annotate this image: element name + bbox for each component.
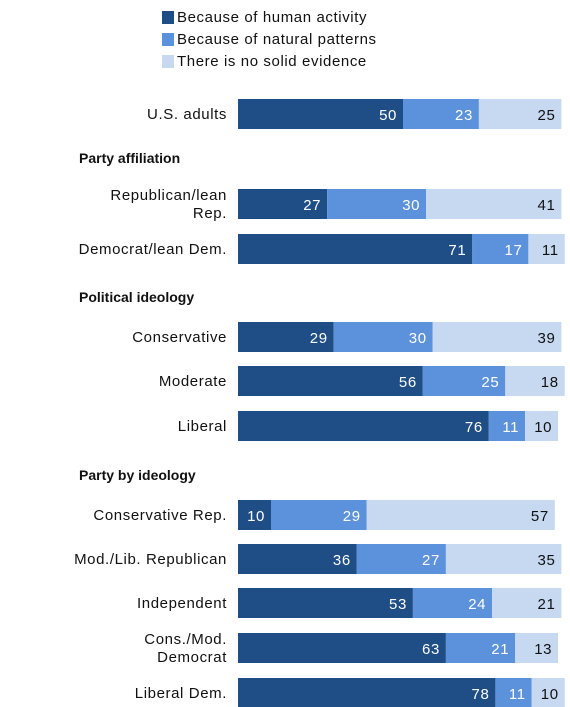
category-label: Rep. bbox=[193, 205, 227, 222]
legend-swatch bbox=[162, 54, 174, 68]
category-label: Democrat bbox=[157, 649, 227, 666]
data-label: 29 bbox=[310, 330, 328, 347]
bar-segment bbox=[333, 322, 433, 352]
bar-segment bbox=[525, 411, 559, 441]
category-label: Cons./Mod. bbox=[144, 631, 227, 648]
bar-segment bbox=[366, 500, 555, 530]
data-label: 27 bbox=[422, 552, 440, 569]
bar-segment bbox=[238, 678, 496, 707]
section-heading: Political ideology bbox=[79, 289, 194, 305]
data-label: 18 bbox=[541, 374, 559, 391]
bar-segment bbox=[515, 633, 559, 663]
data-label: 29 bbox=[343, 508, 361, 525]
data-label: 27 bbox=[303, 197, 321, 214]
legend-item: Because of human activity bbox=[162, 6, 377, 28]
legend-item: Because of natural patterns bbox=[162, 28, 377, 50]
data-label: 11 bbox=[502, 419, 519, 436]
category-label: Republican/lean bbox=[110, 187, 227, 204]
data-label: 63 bbox=[422, 641, 440, 658]
bar-segment bbox=[472, 234, 529, 264]
bar-segment bbox=[505, 366, 565, 396]
category-label: U.S. adults bbox=[147, 106, 227, 123]
data-label: 39 bbox=[538, 330, 556, 347]
data-label: 56 bbox=[399, 374, 417, 391]
bar-segment bbox=[528, 234, 565, 264]
bar-segment bbox=[356, 544, 446, 574]
bar-segment bbox=[495, 678, 532, 707]
bar-segment bbox=[492, 588, 562, 618]
data-label: 53 bbox=[389, 596, 407, 613]
data-label: 25 bbox=[538, 107, 556, 124]
legend-label: Because of human activity bbox=[177, 8, 368, 26]
data-label: 35 bbox=[538, 552, 556, 569]
bar-segment bbox=[238, 234, 473, 264]
bar-segment bbox=[426, 189, 562, 219]
data-label: 23 bbox=[455, 107, 473, 124]
bar-segment bbox=[238, 366, 423, 396]
category-label: Independent bbox=[137, 595, 227, 612]
data-label: 17 bbox=[505, 242, 523, 259]
data-label: 10 bbox=[534, 419, 552, 436]
legend-swatch bbox=[162, 32, 174, 46]
bar-segment bbox=[238, 322, 334, 352]
data-label: 21 bbox=[491, 641, 509, 658]
data-label: 24 bbox=[468, 596, 486, 613]
bar-segment bbox=[422, 366, 506, 396]
bar-segment bbox=[445, 544, 562, 574]
category-label: Moderate bbox=[159, 373, 227, 390]
data-label: 13 bbox=[534, 641, 552, 658]
section-heading: Party by ideology bbox=[79, 467, 196, 483]
legend: Because of human activity Because of nat… bbox=[162, 6, 377, 72]
bar-segment bbox=[327, 189, 427, 219]
bar-segment bbox=[478, 99, 562, 129]
data-label: 30 bbox=[409, 330, 427, 347]
bar-segment bbox=[412, 588, 493, 618]
data-label: 76 bbox=[465, 419, 483, 436]
category-label: Mod./Lib. Republican bbox=[74, 551, 227, 568]
bar-segment bbox=[238, 588, 413, 618]
data-label: 78 bbox=[472, 686, 490, 703]
data-label: 36 bbox=[333, 552, 351, 569]
category-label: Liberal Dem. bbox=[135, 685, 227, 702]
bar-segment bbox=[238, 99, 403, 129]
data-label: 10 bbox=[541, 686, 559, 703]
legend-label: Because of natural patterns bbox=[177, 30, 377, 48]
bar-segment bbox=[238, 411, 489, 441]
data-label: 41 bbox=[538, 197, 556, 214]
bar-segment bbox=[238, 189, 328, 219]
data-label: 50 bbox=[379, 107, 397, 124]
bar-segment bbox=[432, 322, 562, 352]
section-heading: Party affiliation bbox=[79, 150, 180, 166]
category-label: Conservative bbox=[132, 329, 227, 346]
data-label: 11 bbox=[542, 242, 559, 259]
legend-label: There is no solid evidence bbox=[177, 52, 367, 70]
data-label: 25 bbox=[481, 374, 499, 391]
bar-segment bbox=[238, 544, 357, 574]
data-label: 11 bbox=[509, 686, 526, 703]
data-label: 71 bbox=[448, 242, 466, 259]
category-label: Democrat/lean Dem. bbox=[79, 241, 227, 258]
bar-segment bbox=[445, 633, 516, 663]
category-label: Conservative Rep. bbox=[93, 507, 227, 524]
data-label: 30 bbox=[402, 197, 420, 214]
data-label: 21 bbox=[538, 596, 556, 613]
bar-segment bbox=[403, 99, 479, 129]
bar-segment bbox=[531, 678, 565, 707]
category-label: Liberal bbox=[178, 418, 227, 435]
bar-segment bbox=[238, 633, 446, 663]
data-label: 10 bbox=[247, 508, 265, 525]
bar-segment bbox=[271, 500, 367, 530]
data-label: 57 bbox=[531, 508, 549, 525]
legend-swatch bbox=[162, 10, 174, 24]
bar-segment bbox=[238, 500, 271, 530]
legend-item: There is no solid evidence bbox=[162, 50, 377, 72]
bar-segment bbox=[488, 411, 526, 441]
